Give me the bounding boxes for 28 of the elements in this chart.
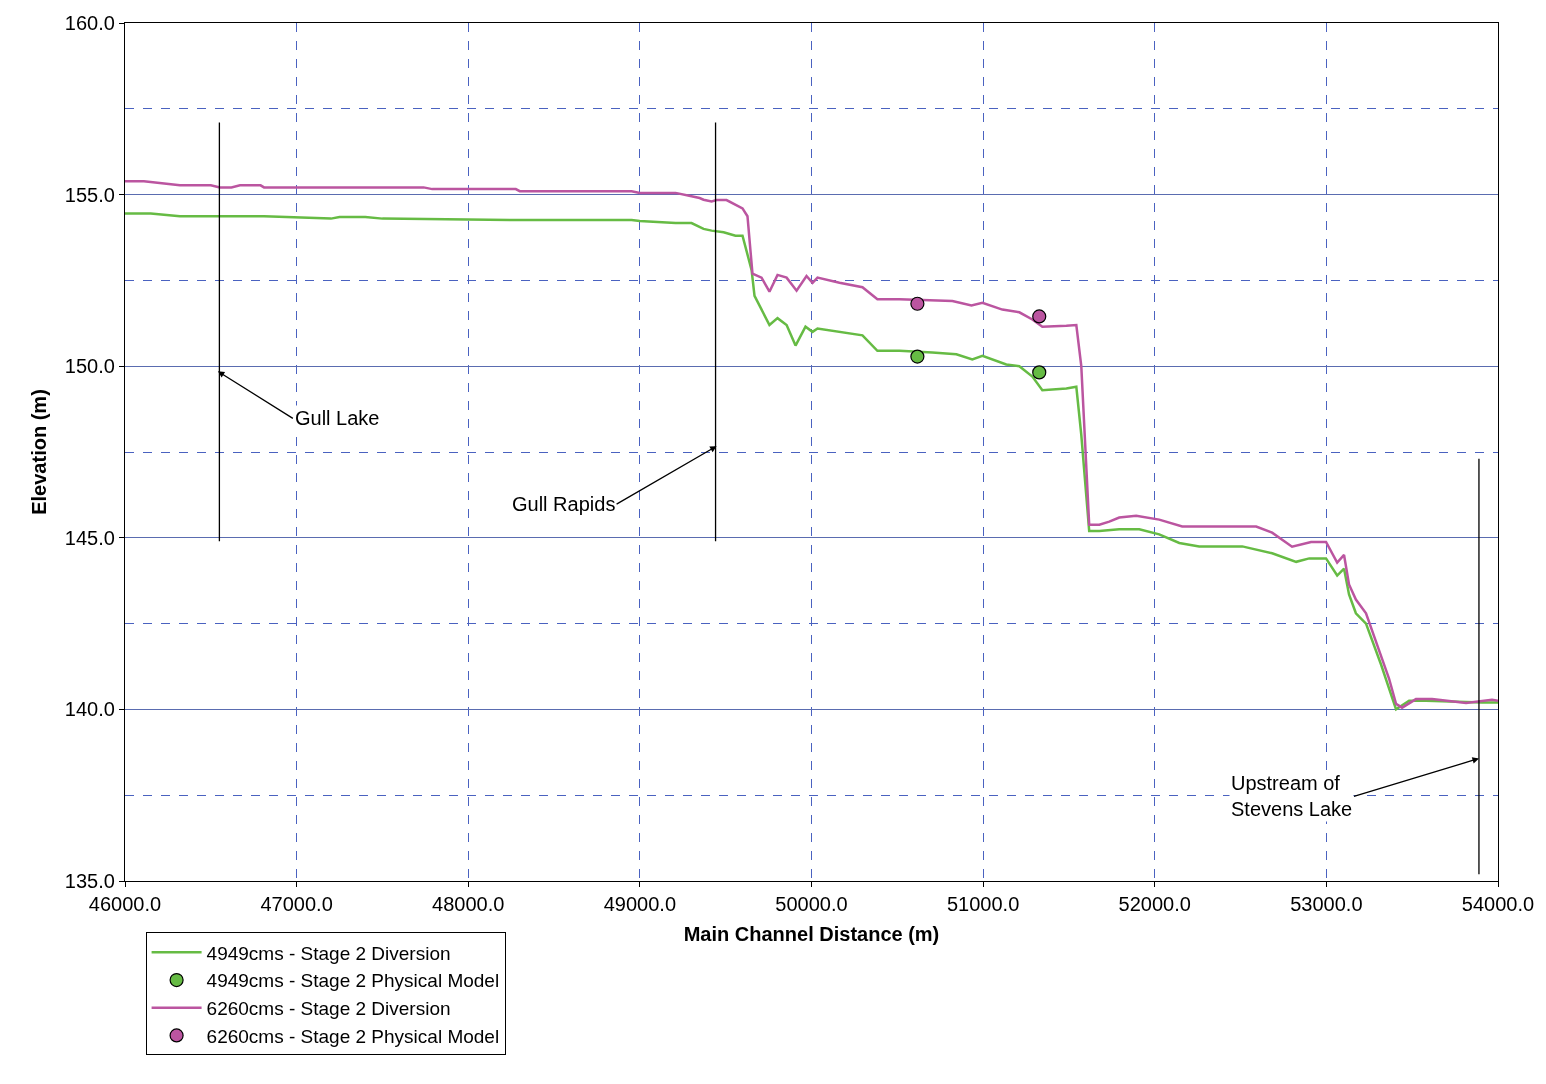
x-tick-label: 52000.0 — [1118, 893, 1191, 916]
legend-label: 4949cms - Stage 2 Diversion — [206, 942, 451, 964]
y-tick-label: 160.0 — [64, 12, 115, 34]
y-tick-label: 150.0 — [64, 355, 115, 378]
x-tick-label: 49000.0 — [603, 893, 677, 916]
annotation: Gull Lake — [295, 407, 380, 429]
annotation: Upstream of Stevens Lake — [1231, 772, 1353, 820]
point — [910, 349, 925, 364]
y-tick-label: 135.0 — [64, 870, 115, 892]
y-tick-label: 145.0 — [64, 526, 115, 549]
x-tick-label: 46000.0 — [88, 893, 162, 916]
x-tick-label: 54000.0 — [1461, 893, 1535, 916]
y-tick-label: 140.0 — [64, 698, 115, 721]
x-tick-label: 51000.0 — [946, 893, 1020, 916]
point — [910, 296, 925, 311]
legend-label: 6260cms - Stage 2 Diversion — [206, 998, 451, 1020]
legend-label: 4949cms - Stage 2 Physical Model — [206, 970, 500, 992]
x-tick-label: 48000.0 — [432, 893, 505, 916]
legend-label: 6260cms - Stage 2 Physical Model — [206, 1025, 500, 1047]
annotation: Gull Rapids — [512, 493, 616, 515]
x-tick-label: 53000.0 — [1290, 893, 1363, 916]
point — [1032, 309, 1047, 324]
point — [1032, 365, 1047, 380]
y-tick-label: 155.0 — [64, 183, 115, 206]
x-tick-label: 50000.0 — [775, 893, 848, 916]
y-axis-title: Elevation (m) — [28, 389, 51, 515]
x-tick-label: 47000.0 — [260, 893, 333, 916]
x-axis-title: Main Channel Distance (m) — [683, 922, 940, 945]
